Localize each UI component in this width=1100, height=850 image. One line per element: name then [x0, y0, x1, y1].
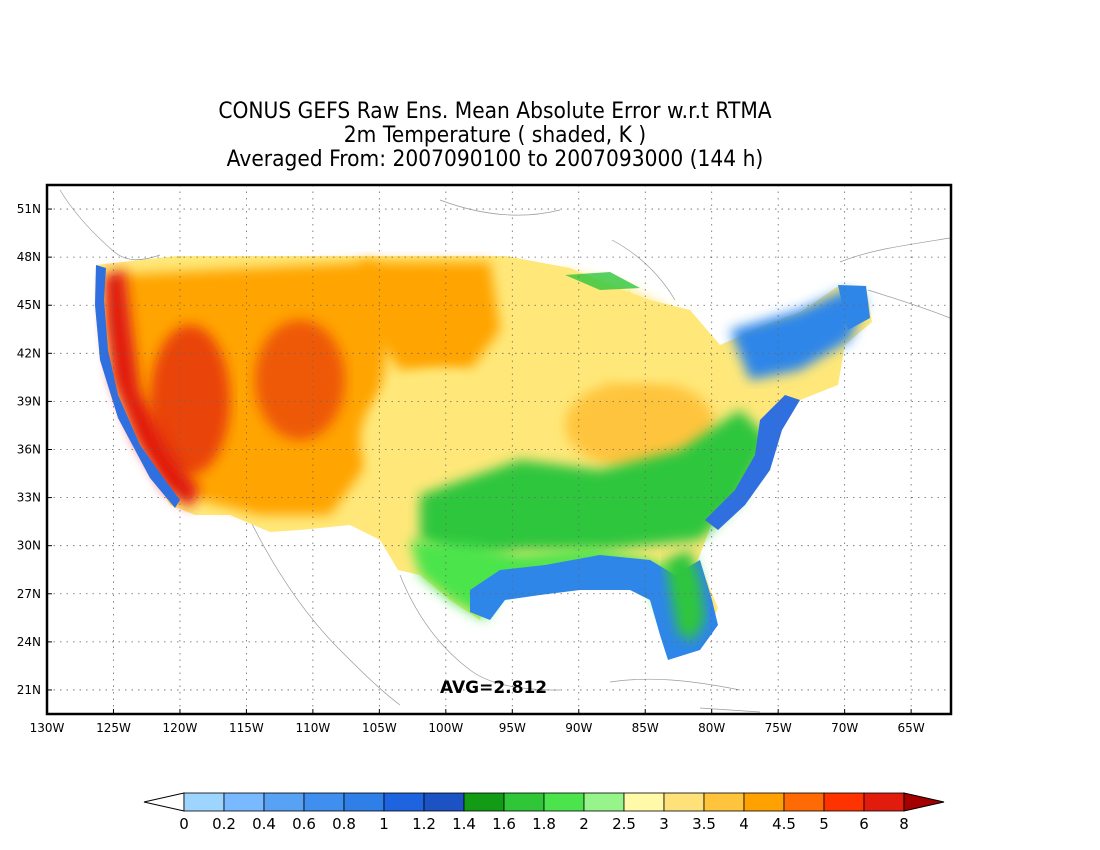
colorbar-swatch: [383, 792, 425, 812]
title-line-2: 2m Temperature ( shaded, K ): [343, 123, 647, 148]
colorbar: 0 0.2 0.4 0.6 0.8 1 1.2 1.4 1.6 1.8 2 2.5 3 3.5 4 4.5 5 6…: [143, 792, 945, 833]
lon-label: 85W: [632, 721, 659, 735]
lon-label: 105W: [362, 721, 397, 735]
colorbar-swatch: [583, 792, 625, 812]
region-ohio-valley: [565, 380, 715, 470]
lon-label: 110W: [295, 721, 330, 735]
lon-label: 130W: [30, 721, 65, 735]
background-coastlines: [59, 189, 951, 713]
region-maine: [838, 285, 870, 330]
colorbar-swatch: [743, 792, 785, 812]
colorbar-swatch: [823, 792, 865, 812]
longitude-labels: 130W 125W 120W 115W 110W 105W 100W 95W 90W 85W 80W…: [30, 709, 925, 735]
colorbar-swatch: [663, 792, 705, 812]
colorbar-label: 5: [819, 815, 829, 833]
colorbar-label: 3: [659, 815, 669, 833]
colorbar-upper-extension: [903, 792, 945, 812]
colorbar-label: 0.4: [252, 815, 276, 833]
lat-label: 51N: [17, 202, 41, 216]
colorbar-swatch: [183, 792, 225, 812]
colorbar-label: 0.6: [292, 815, 316, 833]
colorbar-label: 8: [899, 815, 909, 833]
shaded-field: [95, 256, 872, 660]
region-rockies: [255, 320, 345, 440]
region-lake-michigan: [612, 290, 640, 360]
colorbar-swatch: [343, 792, 385, 812]
colorbar-swatch: [263, 792, 305, 812]
colorbar-swatch: [463, 792, 505, 812]
lat-label: 45N: [17, 298, 41, 312]
lat-label: 48N: [17, 250, 41, 264]
colorbar-swatch: [703, 792, 745, 812]
lon-label: 95W: [499, 721, 526, 735]
colorbar-label: 1.2: [412, 815, 436, 833]
colorbar-label: 2.5: [612, 815, 636, 833]
colorbar-swatch: [223, 792, 265, 812]
colorbar-label: 2: [579, 815, 589, 833]
colorbar-swatch: [863, 792, 905, 812]
lon-label: 70W: [831, 721, 858, 735]
lat-label: 27N: [17, 587, 41, 601]
colorbar-label: 4: [739, 815, 749, 833]
title-line-3: Averaged From: 2007090100 to 2007093000 …: [226, 147, 764, 172]
colorbar-swatch: [783, 792, 825, 812]
region-northeast: [730, 290, 866, 380]
lat-label: 33N: [17, 491, 41, 505]
region-southeast: [420, 410, 770, 560]
lon-label: 100W: [428, 721, 463, 735]
title-line-1: CONUS GEFS Raw Ens. Mean Absolute Error …: [218, 99, 772, 124]
lat-label: 36N: [17, 443, 41, 457]
colorbar-swatch: [543, 792, 585, 812]
lon-label: 90W: [565, 721, 592, 735]
colorbar-label: 6: [859, 815, 869, 833]
colorbar-label: 1: [379, 815, 389, 833]
region-sierra: [150, 325, 230, 475]
lat-label: 42N: [17, 346, 41, 360]
region-florida: [665, 550, 705, 642]
lon-label: 120W: [163, 721, 198, 735]
lon-label: 65W: [898, 721, 925, 735]
colorbar-label: 4.5: [772, 815, 796, 833]
avg-label: AVG=2.812: [440, 678, 547, 698]
map-title: CONUS GEFS Raw Ens. Mean Absolute Error …: [0, 100, 990, 172]
region-lake-superior: [565, 272, 640, 290]
region-california-coast: [95, 265, 180, 508]
colorbar-swatch: [303, 792, 345, 812]
region-atlantic-coast: [705, 395, 800, 530]
lat-label: 24N: [17, 635, 41, 649]
colorbar-label: 1.6: [492, 815, 516, 833]
graticule: [47, 185, 951, 714]
lon-label: 75W: [765, 721, 792, 735]
lat-label: 21N: [17, 683, 41, 697]
lat-label: 30N: [17, 539, 41, 553]
colorbar-label: 1.8: [532, 815, 556, 833]
colorbar-label: 0: [179, 815, 189, 833]
region-gulf-waters: [470, 555, 718, 660]
lon-label: 115W: [229, 721, 264, 735]
colorbar-swatch: [503, 792, 545, 812]
colorbar-lower-extension: [143, 792, 185, 812]
region-northern-plains: [360, 262, 500, 370]
lat-label: 39N: [17, 394, 41, 408]
colorbar-swatch: [423, 792, 465, 812]
region-west-coast: [104, 270, 200, 508]
colorbar-label: 3.5: [692, 815, 716, 833]
lon-label: 80W: [698, 721, 725, 735]
colorbar-swatch: [623, 792, 665, 812]
colorbar-label: 1.4: [452, 815, 476, 833]
map-area: [47, 185, 951, 714]
colorbar-label: 0.8: [332, 815, 356, 833]
latitude-labels: 51N 48N 45N 42N 39N 36N 33N 30N 27N 24N 21N: [17, 202, 52, 697]
lon-label: 125W: [96, 721, 131, 735]
colorbar-label: 0.2: [212, 815, 236, 833]
